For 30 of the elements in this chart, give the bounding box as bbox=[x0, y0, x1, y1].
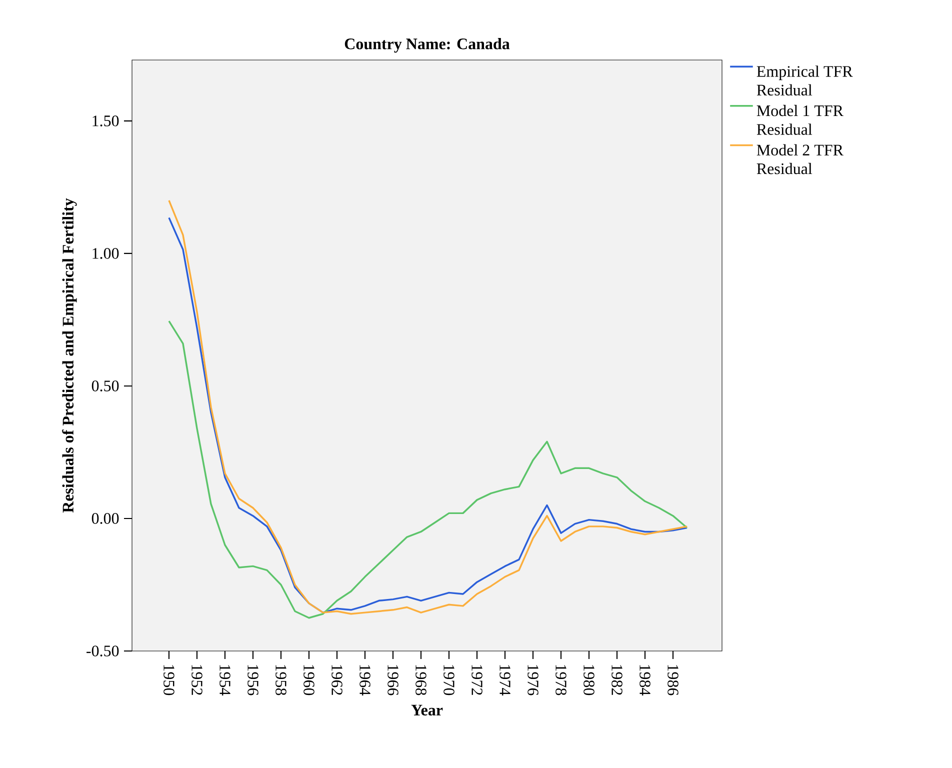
x-tick-label: 1970 bbox=[444, 665, 454, 696]
x-tick-label: 1982 bbox=[612, 665, 622, 695]
y-tick-label: -0.50 bbox=[86, 646, 119, 656]
x-tick-label: 1952 bbox=[192, 665, 202, 695]
x-tick-label: 1964 bbox=[360, 665, 370, 696]
x-tick-label: 1956 bbox=[248, 665, 258, 696]
y-tick-label: 0.50 bbox=[92, 380, 119, 392]
x-tick-label: 1962 bbox=[332, 665, 342, 695]
x-tick-label: 1980 bbox=[584, 665, 594, 696]
legend-label: Model 2 TFR Residual bbox=[756, 144, 844, 174]
x-tick-label: 1972 bbox=[472, 665, 482, 695]
x-tick-label: 1968 bbox=[416, 665, 426, 696]
x-tick-label: 1950 bbox=[164, 665, 174, 696]
x-tick-label: 1960 bbox=[304, 665, 314, 696]
y-tick-label: 1.00 bbox=[92, 248, 119, 259]
legend-label: Model 1 TFR Residual bbox=[756, 104, 844, 135]
x-tick-label: 1976 bbox=[528, 665, 538, 696]
x-tick-label: 1954 bbox=[220, 665, 230, 696]
x-axis-title: Year bbox=[411, 704, 443, 716]
x-tick-label: 1958 bbox=[276, 665, 286, 696]
x-tick-label: 1974 bbox=[500, 665, 510, 696]
x-tick-label: 1984 bbox=[640, 665, 650, 696]
x-tick-label: 1978 bbox=[556, 665, 566, 696]
legend-label: Empirical TFR Residual bbox=[756, 66, 853, 96]
x-tick-label: 1966 bbox=[388, 665, 398, 696]
y-tick-label: 1.50 bbox=[92, 116, 119, 126]
y-axis-title: Residuals of Predicted and Empirical Fertility bbox=[62, 198, 77, 513]
x-tick-label: 1986 bbox=[668, 665, 678, 696]
chart-title: Country Name: Canada bbox=[344, 38, 510, 53]
y-tick-label: 0.00 bbox=[92, 513, 119, 524]
